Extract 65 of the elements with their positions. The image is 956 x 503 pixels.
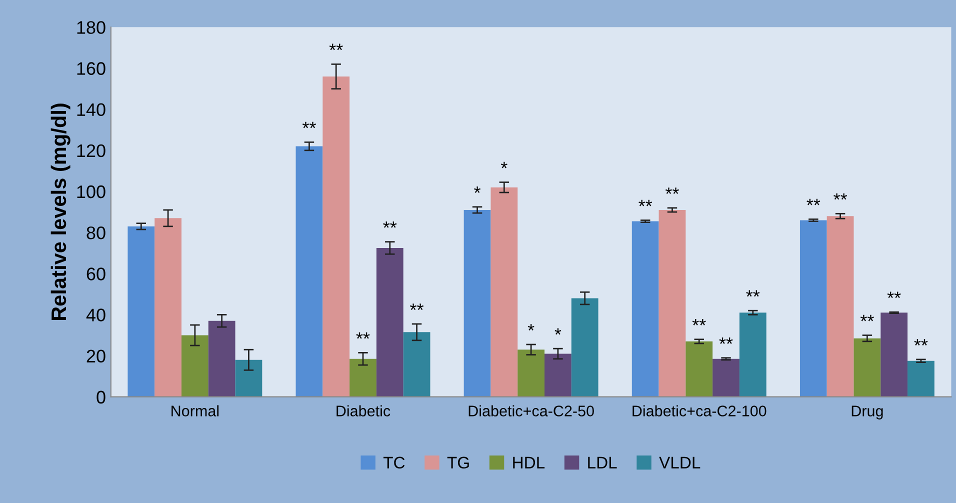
data-label: ** <box>638 200 652 206</box>
bar <box>712 358 740 397</box>
bar <box>739 312 766 397</box>
y-tick-label: 60 <box>86 268 106 280</box>
bar <box>571 298 598 397</box>
y-tick-label: 20 <box>86 350 106 363</box>
data-label: ** <box>746 290 760 297</box>
y-axis-title: Relative levels (mg/dl) <box>50 104 70 320</box>
bar <box>854 338 881 397</box>
y-tick-label: 40 <box>86 308 106 322</box>
bar <box>658 210 686 397</box>
data-label: ** <box>302 122 316 128</box>
data-label: ** <box>719 338 733 344</box>
legend-label: TG <box>447 456 469 469</box>
bar <box>376 248 404 397</box>
data-label: ** <box>329 44 343 50</box>
bar <box>208 320 236 397</box>
x-tick-label: Diabetic+ca-C2-50 <box>468 405 594 416</box>
bar <box>296 146 323 397</box>
data-label: ** <box>806 198 820 206</box>
bar <box>908 360 934 397</box>
y-tick-label: 120 <box>77 144 106 158</box>
bar <box>800 220 827 397</box>
bar <box>632 221 659 397</box>
y-tick-label: 160 <box>77 62 106 75</box>
bar <box>154 218 182 397</box>
bar <box>880 312 908 397</box>
x-tick-label: Diabetic <box>336 405 390 416</box>
x-tick-label: Diabetic+ca-C2-100 <box>632 405 766 416</box>
legend-label: VLDL <box>659 456 700 468</box>
bar <box>544 354 572 397</box>
x-tick-label: Drug <box>852 406 883 420</box>
data-label: ** <box>914 339 928 346</box>
data-label: ** <box>860 314 874 322</box>
y-tick-label: 140 <box>77 103 106 116</box>
legend-label: TC <box>383 456 405 469</box>
bar <box>350 358 376 397</box>
data-label: ** <box>665 188 679 194</box>
bar <box>490 187 518 397</box>
x-tick-label: Normal <box>172 405 219 416</box>
y-tick-label: 80 <box>86 226 106 240</box>
legend-label: HDL <box>513 456 545 468</box>
legend-label: LDL <box>588 456 617 468</box>
bar <box>518 350 545 397</box>
data-label: ** <box>834 193 848 200</box>
y-tick-label: 0 <box>96 390 106 404</box>
data-label: * <box>554 328 562 335</box>
data-label: ** <box>356 332 370 339</box>
y-tick-label: 100 <box>77 185 106 198</box>
bar <box>235 360 262 397</box>
data-label: * <box>474 186 481 193</box>
bar <box>181 335 208 397</box>
data-label: ** <box>887 292 901 298</box>
data-label: ** <box>692 319 706 326</box>
bar <box>403 332 430 397</box>
y-tick-label: 180 <box>77 21 106 34</box>
data-label: * <box>500 162 508 168</box>
bar <box>128 226 155 397</box>
bar <box>464 210 491 397</box>
data-label: * <box>528 324 534 330</box>
bar <box>686 341 713 397</box>
data-label: ** <box>410 304 424 310</box>
bar <box>826 216 854 397</box>
bar <box>322 76 350 397</box>
data-label: ** <box>383 221 397 228</box>
